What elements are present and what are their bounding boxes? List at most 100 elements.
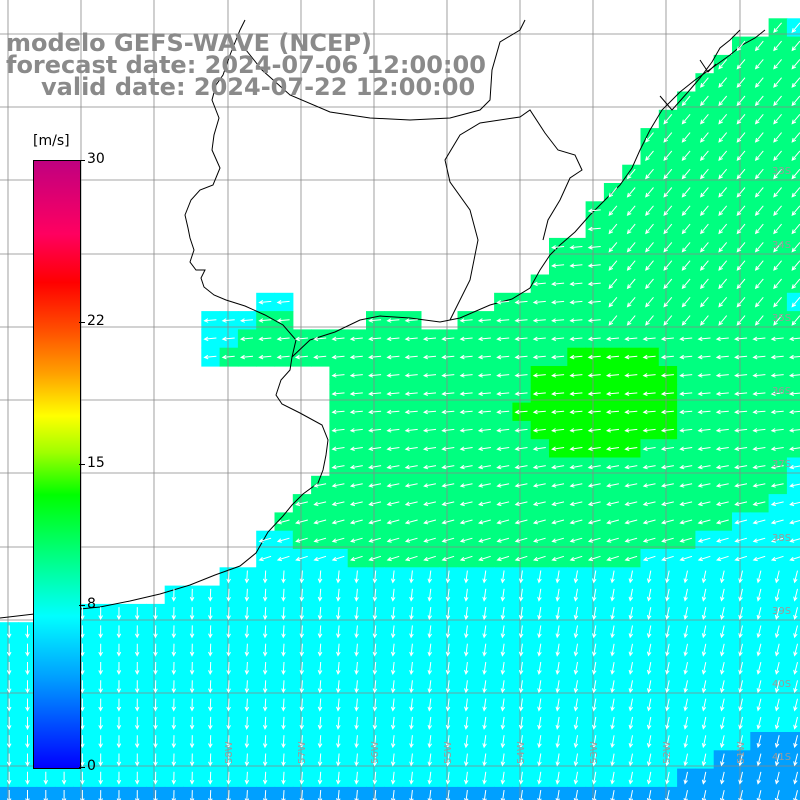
wind-arrow: [281, 716, 286, 730]
wind-arrow: [423, 483, 436, 488]
wind-arrow: [587, 483, 601, 488]
wind-arrow: [699, 278, 709, 290]
wind-arrow: [770, 428, 784, 433]
wind-arrow: [354, 698, 359, 712]
wind-arrow: [98, 735, 103, 749]
speed-cell: [786, 183, 800, 202]
wind-arrow: [313, 501, 327, 507]
wind-arrow: [681, 95, 691, 107]
wind-arrow: [628, 570, 634, 584]
wind-arrow: [592, 698, 597, 712]
wind-arrow: [626, 168, 636, 180]
wind-arrow: [663, 278, 673, 290]
wind-arrow: [661, 483, 674, 488]
wind-arrow: [482, 661, 487, 675]
wind-arrow: [736, 242, 746, 253]
wind-arrow: [679, 501, 693, 507]
wind-arrow: [153, 716, 158, 730]
wind-arrow: [734, 501, 748, 507]
wind-arrow: [642, 446, 656, 451]
wind-arrow: [276, 537, 290, 543]
wind-arrow: [390, 753, 396, 767]
wind-arrow: [756, 698, 762, 712]
wind-arrow: [734, 391, 748, 396]
wind-arrow: [628, 680, 634, 694]
wind-arrow: [532, 428, 546, 433]
wind-arrow: [372, 625, 378, 639]
wind-arrow: [349, 501, 363, 507]
wind-arrow: [532, 391, 546, 396]
wind-arrow: [793, 735, 798, 749]
wind-arrow: [752, 428, 766, 433]
wind-arrow: [752, 483, 766, 488]
speed-cell: [786, 585, 800, 605]
wind-arrow: [738, 588, 743, 602]
wind-arrow: [514, 336, 528, 342]
wind-arrow: [587, 446, 601, 451]
wind-arrow: [608, 260, 618, 271]
wind-arrow: [646, 680, 652, 694]
latitude-label: 37S: [772, 459, 791, 470]
wind-arrow: [754, 168, 764, 180]
wind-arrow: [317, 588, 323, 602]
wind-arrow: [354, 771, 359, 785]
wind-arrow: [514, 519, 528, 525]
speed-cell: [786, 128, 800, 147]
wind-arrow: [752, 537, 766, 543]
wind-arrow: [624, 464, 638, 470]
wind-arrow: [569, 446, 583, 451]
wind-arrow: [262, 625, 268, 639]
wind-arrow: [660, 373, 674, 378]
wind-arrow: [773, 168, 782, 180]
wind-arrow: [427, 680, 433, 694]
wind-arrow: [116, 680, 122, 694]
wind-arrow: [681, 187, 691, 198]
wind-arrow: [718, 205, 728, 216]
wind-arrow: [679, 373, 693, 378]
wind-arrow: [208, 716, 213, 730]
wind-arrow: [642, 391, 656, 396]
wind-arrow: [208, 771, 213, 785]
wind-arrow: [793, 661, 798, 675]
wind-arrow: [555, 570, 560, 584]
wind-arrow: [738, 680, 743, 694]
wind-arrow: [25, 662, 30, 676]
latitude-label: 40S: [772, 679, 791, 690]
wind-arrow: [409, 771, 414, 785]
wind-arrow: [773, 315, 782, 326]
wind-arrow: [482, 771, 487, 785]
wind-arrow: [738, 570, 743, 584]
wind-arrow: [368, 555, 382, 562]
wind-arrow: [610, 662, 615, 675]
wind-arrow: [331, 428, 345, 433]
wind-arrow: [372, 753, 378, 767]
wind-arrow: [477, 409, 491, 415]
wind-arrow: [386, 409, 400, 415]
wind-arrow: [610, 607, 615, 620]
wind-arrow: [368, 501, 382, 507]
wind-arrow: [518, 716, 524, 730]
wind-arrow: [422, 391, 437, 396]
wind-arrow: [518, 607, 524, 621]
speed-cell: [786, 549, 800, 568]
wind-arrow: [681, 278, 691, 290]
wind-arrow: [189, 771, 195, 785]
wind-arrow: [336, 661, 341, 675]
wind-arrow: [569, 281, 583, 287]
wind-arrow: [608, 296, 618, 308]
wind-arrow: [683, 753, 688, 767]
wind-arrow: [258, 299, 272, 305]
wind-arrow: [336, 588, 341, 602]
wind-arrow: [423, 537, 436, 543]
wind-arrow: [626, 296, 636, 308]
wind-arrow: [663, 205, 673, 216]
wind-arrow: [569, 409, 583, 415]
colorbar-tick: [79, 767, 85, 768]
wind-arrow: [773, 150, 782, 162]
lagoon: [659, 29, 741, 111]
wind-arrow: [734, 537, 748, 543]
wind-arrow: [153, 607, 158, 621]
wind-arrow: [349, 354, 363, 360]
wind-arrow: [551, 537, 565, 543]
wind-arrow: [701, 643, 707, 657]
